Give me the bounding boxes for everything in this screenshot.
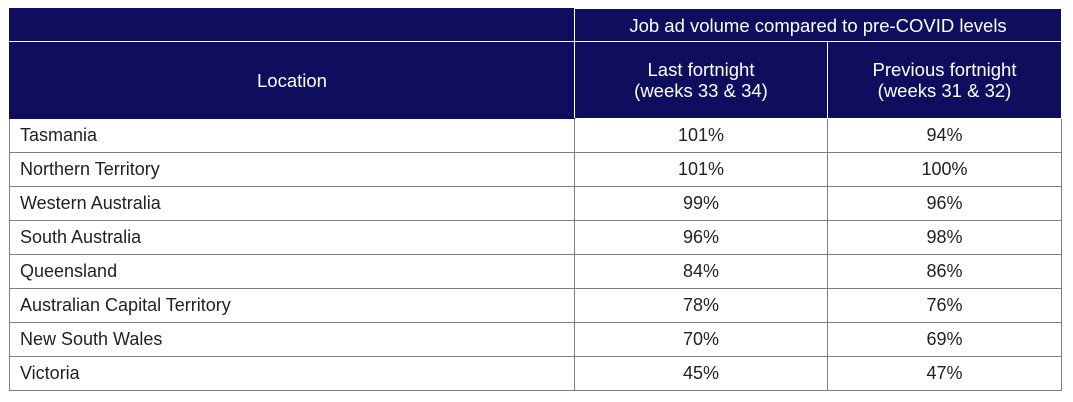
column-header-last-fortnight: Last fortnight (weeks 33 & 34) [574,41,828,119]
table-row: South Australia 96% 98% [9,220,1062,255]
table-body: Tasmania 101% 94% Northern Territory 101… [9,118,1062,391]
table-row: Victoria 45% 47% [9,356,1062,391]
last-fortnight-cell: 101% [574,152,828,187]
header-blank-cell [9,8,575,42]
last-fortnight-title: Last fortnight [647,59,755,80]
previous-fortnight-cell: 69% [827,322,1062,357]
last-fortnight-cell: 101% [574,118,828,153]
location-cell: Tasmania [9,118,575,153]
header-row-group: Job ad volume compared to pre-COVID leve… [9,8,1062,42]
location-cell: Victoria [9,356,575,391]
previous-fortnight-cell: 100% [827,152,1062,187]
table-row: Western Australia 99% 96% [9,186,1062,221]
previous-fortnight-weeks: (weeks 31 & 32) [877,80,1012,101]
previous-fortnight-title: Previous fortnight [872,59,1017,80]
location-cell: New South Wales [9,322,575,357]
group-header: Job ad volume compared to pre-COVID leve… [574,8,1062,42]
last-fortnight-cell: 78% [574,288,828,323]
last-fortnight-cell: 99% [574,186,828,221]
location-cell: Northern Territory [9,152,575,187]
location-cell: Western Australia [9,186,575,221]
table-row: Tasmania 101% 94% [9,118,1062,153]
table-row: Northern Territory 101% 100% [9,152,1062,187]
previous-fortnight-cell: 96% [827,186,1062,221]
job-ad-volume-table: Job ad volume compared to pre-COVID leve… [9,8,1062,391]
column-header-previous-fortnight: Previous fortnight (weeks 31 & 32) [827,41,1062,119]
previous-fortnight-cell: 47% [827,356,1062,391]
location-cell: South Australia [9,220,575,255]
location-cell: Australian Capital Territory [9,288,575,323]
last-fortnight-weeks: (weeks 33 & 34) [634,80,768,101]
table-header: Job ad volume compared to pre-COVID leve… [9,8,1062,119]
last-fortnight-cell: 70% [574,322,828,357]
table-row: New South Wales 70% 69% [9,322,1062,357]
previous-fortnight-cell: 86% [827,254,1062,289]
table-row: Australian Capital Territory 78% 76% [9,288,1062,323]
last-fortnight-cell: 84% [574,254,828,289]
previous-fortnight-cell: 94% [827,118,1062,153]
column-header-location: Location [9,41,575,119]
location-cell: Queensland [9,254,575,289]
last-fortnight-cell: 96% [574,220,828,255]
previous-fortnight-cell: 98% [827,220,1062,255]
table-row: Queensland 84% 86% [9,254,1062,289]
last-fortnight-cell: 45% [574,356,828,391]
previous-fortnight-cell: 76% [827,288,1062,323]
header-row-columns: Location Last fortnight (weeks 33 & 34) … [9,41,1062,119]
